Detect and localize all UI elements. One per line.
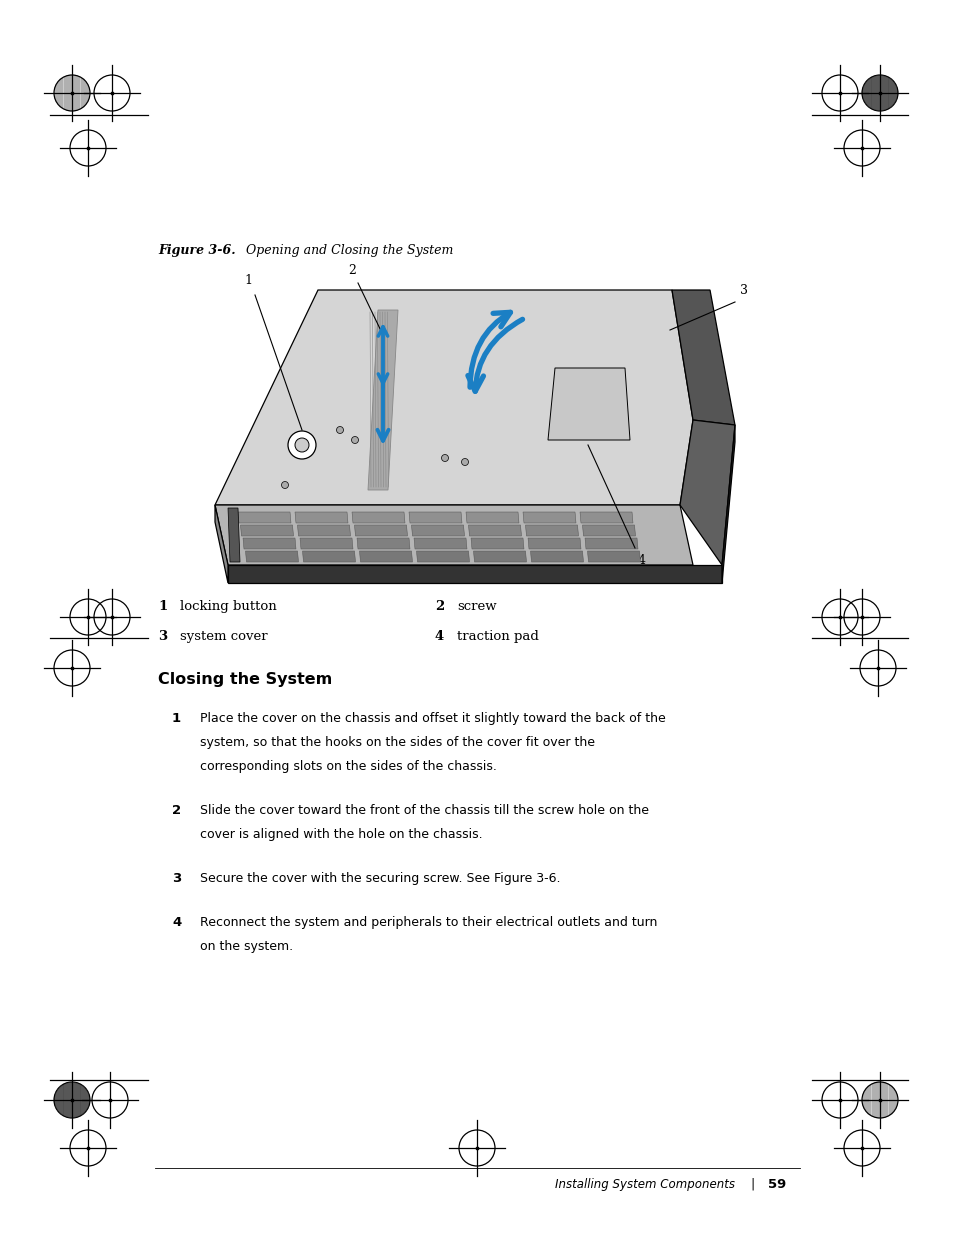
Polygon shape — [465, 513, 518, 522]
Circle shape — [336, 426, 343, 433]
Polygon shape — [368, 310, 397, 490]
Text: cover is aligned with the hole on the chassis.: cover is aligned with the hole on the ch… — [200, 827, 482, 841]
Polygon shape — [579, 513, 633, 522]
Text: Slide the cover toward the front of the chassis till the screw hole on the: Slide the cover toward the front of the … — [200, 804, 648, 818]
Polygon shape — [228, 508, 240, 562]
Polygon shape — [584, 538, 638, 550]
Polygon shape — [530, 551, 583, 562]
Text: 3: 3 — [740, 284, 747, 296]
Circle shape — [441, 454, 448, 462]
Polygon shape — [527, 538, 580, 550]
Polygon shape — [411, 525, 464, 536]
Polygon shape — [416, 551, 469, 562]
Text: 2: 2 — [348, 264, 355, 277]
Polygon shape — [214, 505, 692, 564]
Polygon shape — [299, 538, 353, 550]
Polygon shape — [525, 525, 578, 536]
Circle shape — [288, 431, 315, 459]
Circle shape — [294, 438, 309, 452]
Text: screw: screw — [456, 600, 497, 613]
Polygon shape — [214, 290, 692, 505]
Polygon shape — [214, 505, 228, 583]
Polygon shape — [228, 564, 721, 583]
Text: Installing System Components: Installing System Components — [555, 1178, 734, 1191]
Circle shape — [54, 1082, 90, 1118]
Text: Place the cover on the chassis and offset it slightly toward the back of the: Place the cover on the chassis and offse… — [200, 713, 665, 725]
Text: 3: 3 — [172, 872, 181, 885]
Polygon shape — [587, 551, 639, 562]
Polygon shape — [471, 538, 523, 550]
Circle shape — [862, 75, 897, 111]
Circle shape — [461, 458, 468, 466]
Circle shape — [54, 75, 90, 111]
Polygon shape — [547, 368, 629, 440]
Polygon shape — [468, 525, 521, 536]
Polygon shape — [355, 525, 407, 536]
Circle shape — [862, 1082, 897, 1118]
Polygon shape — [240, 525, 294, 536]
Text: 2: 2 — [172, 804, 181, 818]
Text: Secure the cover with the securing screw. See Figure 3-6.: Secure the cover with the securing screw… — [200, 872, 560, 885]
Text: system, so that the hooks on the sides of the cover fit over the: system, so that the hooks on the sides o… — [200, 736, 595, 748]
Text: system cover: system cover — [180, 630, 268, 643]
Polygon shape — [297, 525, 350, 536]
Text: on the system.: on the system. — [200, 940, 293, 953]
Text: Reconnect the system and peripherals to their electrical outlets and turn: Reconnect the system and peripherals to … — [200, 916, 657, 929]
Circle shape — [351, 436, 358, 443]
Text: 1: 1 — [158, 600, 167, 613]
Text: traction pad: traction pad — [456, 630, 538, 643]
Text: locking button: locking button — [180, 600, 276, 613]
Text: Opening and Closing the System: Opening and Closing the System — [230, 245, 453, 257]
Text: 4: 4 — [172, 916, 181, 929]
Polygon shape — [245, 551, 298, 562]
Polygon shape — [302, 551, 355, 562]
Polygon shape — [409, 513, 461, 522]
Text: 2: 2 — [435, 600, 444, 613]
Polygon shape — [356, 538, 410, 550]
Polygon shape — [237, 513, 291, 522]
Polygon shape — [352, 513, 405, 522]
Polygon shape — [721, 425, 734, 583]
Polygon shape — [473, 551, 526, 562]
Text: 4: 4 — [435, 630, 444, 643]
Polygon shape — [294, 513, 348, 522]
Polygon shape — [243, 538, 295, 550]
Polygon shape — [679, 420, 734, 564]
Text: 1: 1 — [172, 713, 181, 725]
Text: corresponding slots on the sides of the chassis.: corresponding slots on the sides of the … — [200, 760, 497, 773]
Text: Figure 3-6.: Figure 3-6. — [158, 245, 235, 257]
Text: 59: 59 — [767, 1178, 785, 1191]
Polygon shape — [414, 538, 467, 550]
Text: 1: 1 — [244, 274, 252, 287]
Polygon shape — [671, 290, 734, 425]
Circle shape — [281, 482, 288, 489]
Polygon shape — [359, 551, 412, 562]
Text: |: | — [749, 1178, 754, 1191]
Polygon shape — [522, 513, 576, 522]
Text: 4: 4 — [638, 555, 645, 567]
Text: Closing the System: Closing the System — [158, 672, 332, 687]
Text: 3: 3 — [158, 630, 167, 643]
Polygon shape — [582, 525, 635, 536]
